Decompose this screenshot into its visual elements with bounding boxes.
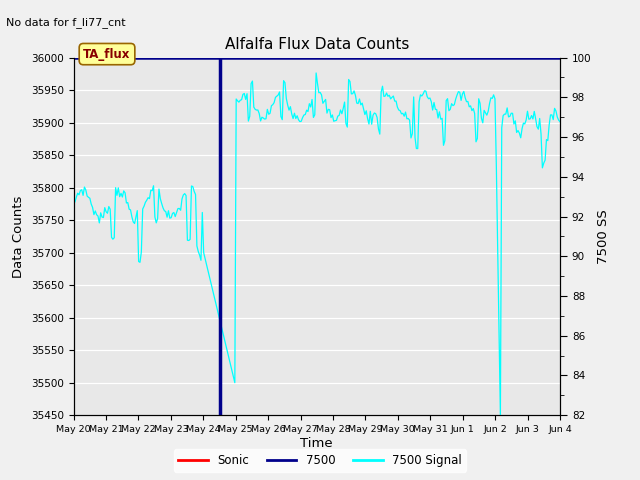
Title: Alfalfa Flux Data Counts: Alfalfa Flux Data Counts (225, 37, 409, 52)
7500 Signal (312, 70, 320, 76)
7500 Signal (70, 195, 77, 201)
7500 Signal (556, 119, 564, 125)
7500 Signal (532, 116, 540, 121)
Text: TA_flux: TA_flux (83, 48, 131, 60)
Y-axis label: 7500 SS: 7500 SS (597, 209, 610, 264)
7500 Signal (497, 412, 504, 418)
7500 Signal (231, 380, 239, 385)
Y-axis label: Data Counts: Data Counts (12, 195, 26, 277)
7500 Signal (215, 312, 223, 318)
7500 Signal (129, 219, 137, 225)
Text: No data for f_li77_cnt: No data for f_li77_cnt (6, 17, 126, 28)
7500 Signal (239, 91, 247, 97)
Legend: Sonic, 7500, 7500 Signal: Sonic, 7500, 7500 Signal (173, 449, 467, 472)
X-axis label: Time: Time (301, 437, 333, 450)
7500 Signal (282, 96, 290, 101)
Line: 7500 Signal: 7500 Signal (74, 73, 560, 415)
